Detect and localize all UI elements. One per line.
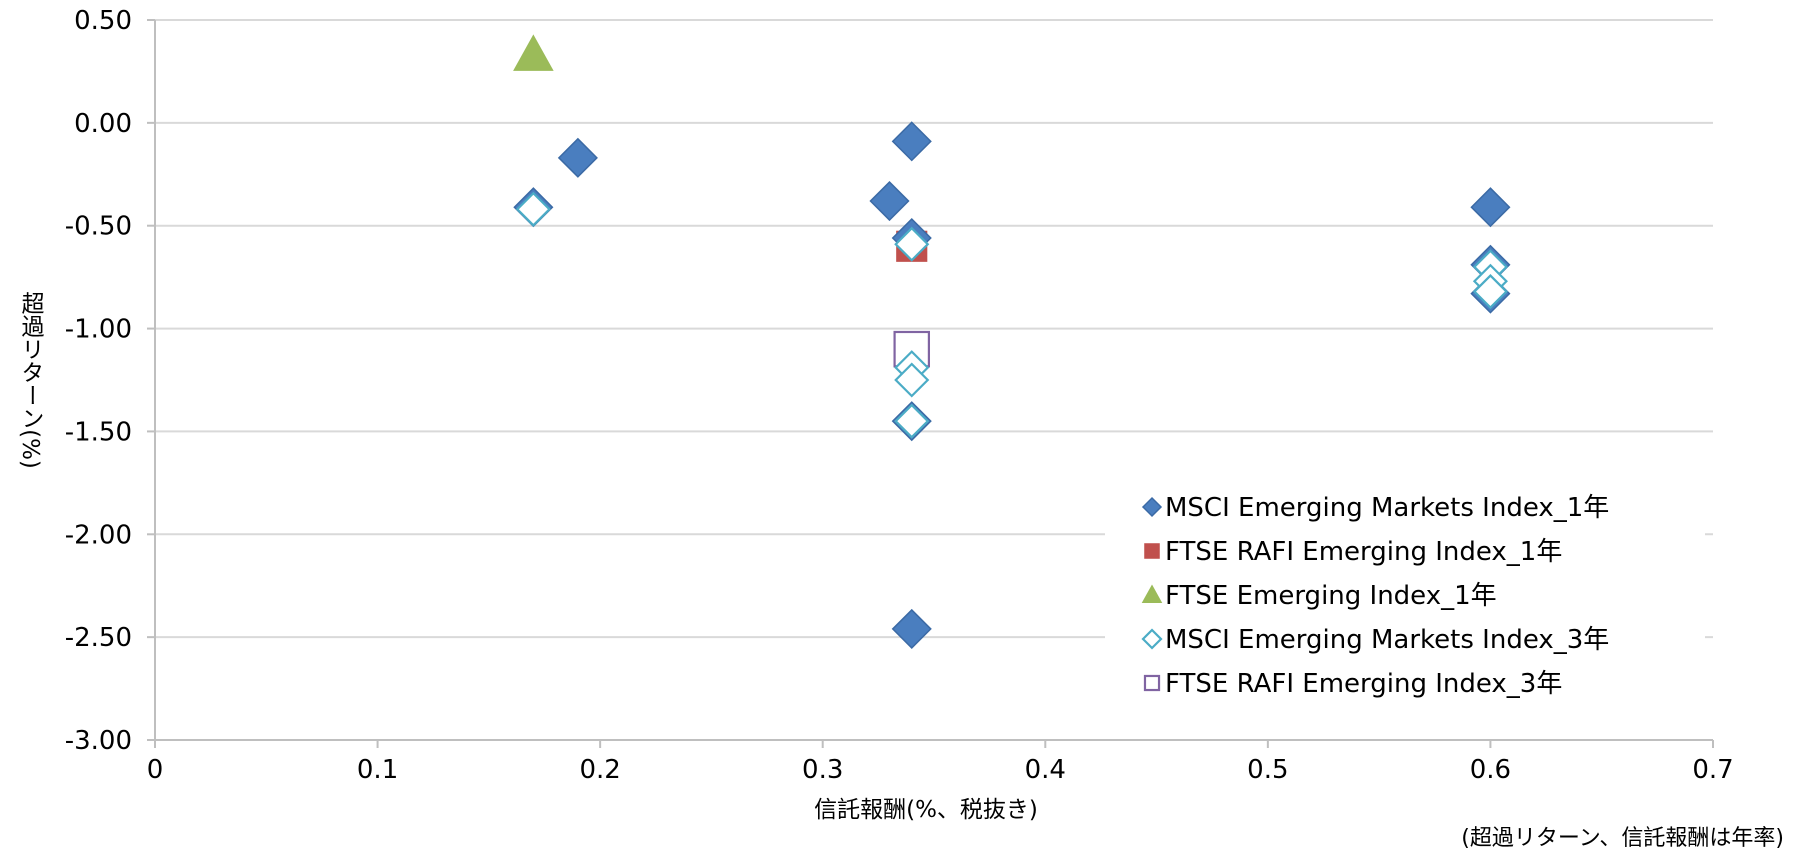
gridlines [155,19,1713,741]
y-axis-title: 超過リターン(%) [17,291,45,469]
x-axis-title: 信託報酬(%、税抜き) [814,797,1038,823]
legend-label: FTSE RAFI Emerging Index_1年 [1165,537,1562,567]
data-point [1472,273,1508,310]
legend: MSCI Emerging Markets Index_1年 FTSE RAFI … [1141,493,1609,699]
x-tick-label: 0.7 [1692,755,1733,785]
footnote: (超過リターン、信託報酬は年率) [1461,826,1784,851]
data-point [894,226,930,262]
data-point [513,34,554,71]
y-tick-label: 0.00 [74,109,132,139]
y-tick-label: -2.50 [65,623,132,653]
legend-marker [1141,496,1163,518]
data-point [557,137,598,178]
legend-label: MSCI Emerging Markets Index_1年 [1165,493,1609,523]
x-tick-labels: 0 0.1 0.2 0.3 0.4 0.5 0.6 0.7 [147,755,1734,785]
x-tick-label: 0 [147,755,164,785]
legend-label: FTSE RAFI Emerging Index_3年 [1165,669,1562,699]
legend-marker [1143,674,1161,692]
legend-background [1105,482,1705,704]
y-tick-labels: 0.50 0.00 -0.50 -1.00 -1.50 -2.00 -2.50 -3.00 [65,6,132,756]
x-tick-label: 0.2 [579,755,620,785]
data-point [894,403,930,439]
data-points [513,34,1511,649]
data-point [515,191,551,227]
y-tick-label: -0.50 [65,212,132,242]
x-tick-label: 0.6 [1470,755,1511,785]
y-tick-label: -1.00 [65,315,132,345]
legend-label: MSCI Emerging Markets Index_3年 [1165,625,1609,655]
data-point [869,180,910,222]
legend-marker [1141,628,1163,650]
legend-marker [1141,584,1163,603]
x-tick-label: 0.5 [1247,755,1288,785]
axes [147,19,1714,748]
y-tick-label: -2.00 [65,520,132,550]
y-tick-label: -1.50 [65,417,132,447]
data-point [1470,187,1511,228]
data-point [891,608,932,649]
x-tick-label: 0.1 [357,755,398,785]
data-point [891,121,932,162]
x-tick-label: 0.3 [802,755,843,785]
y-tick-label: 0.50 [74,6,132,36]
y-tick-label: -3.00 [65,726,132,756]
legend-marker [1144,543,1160,559]
x-tick-label: 0.4 [1025,755,1066,785]
data-point [894,362,930,398]
legend-label: FTSE Emerging Index_1年 [1165,581,1497,611]
